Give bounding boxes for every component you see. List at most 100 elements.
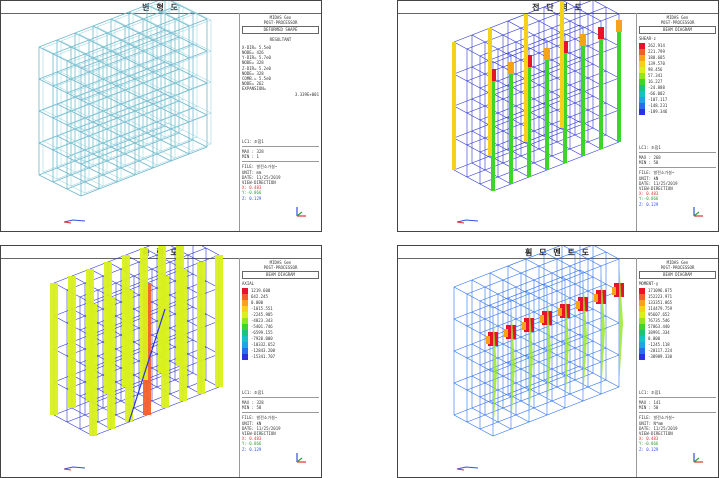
- unit: UNIT: kN: [242, 420, 262, 426]
- frame-member: [38, 174, 82, 197]
- legend-swatch: [639, 354, 645, 360]
- legend-entry: 95607.652: [639, 312, 716, 318]
- axial-member-bar: [158, 246, 166, 373]
- frame-member: [84, 81, 212, 132]
- frame-member: [453, 88, 581, 139]
- legend-entry: -5401.746: [242, 324, 319, 330]
- frame-member: [110, 114, 154, 137]
- frame-member: [42, 47, 86, 70]
- legend-value: 0.000: [648, 336, 661, 342]
- frame-member: [492, 109, 620, 160]
- panel-title: 휨 모 멘 트 도: [525, 248, 591, 257]
- frame-member: [579, 365, 620, 388]
- frame-member: [80, 18, 208, 69]
- result-info-box: MIDAS Gen POST-PROCESSOR BEAM DIAGRAM AX…: [239, 258, 321, 477]
- frame-member: [561, 372, 602, 395]
- frame-member: [110, 18, 154, 41]
- axial-member-bar: [215, 255, 223, 387]
- legend-swatch: [639, 342, 645, 348]
- legend-value: -6599.155: [251, 330, 273, 336]
- value-line: Y-DIR= 5.7e0: [242, 55, 271, 61]
- frame-member: [52, 68, 180, 119]
- legend-entry: 642.245: [242, 294, 319, 300]
- frame-member: [453, 365, 581, 416]
- axial-member-bar: [104, 262, 112, 394]
- moment-band: [612, 287, 616, 295]
- frame-member: [56, 67, 184, 118]
- frame-member: [453, 1, 561, 43]
- frame-member: [128, 75, 172, 98]
- program-name: MIDAS Gen: [666, 15, 689, 20]
- axial-member-bar: [86, 269, 94, 401]
- frame-member: [479, 102, 607, 153]
- global-axis-icon: [456, 466, 479, 471]
- frame-member: [38, 110, 82, 133]
- moment-band: [522, 322, 526, 330]
- legend-value: 38991.334: [648, 330, 670, 336]
- frame-member: [42, 140, 86, 163]
- frame-member: [38, 61, 166, 112]
- value-line: NODE= 328: [242, 70, 264, 76]
- legend-value: -24.888: [648, 85, 665, 91]
- frame-member: [479, 134, 607, 185]
- frame-member: [164, 125, 208, 148]
- legend-swatch: [242, 330, 248, 336]
- moment-fill: [493, 308, 497, 436]
- legend-swatch: [242, 300, 248, 306]
- frame-member: [42, 122, 170, 173]
- axial-member-bar: [68, 276, 76, 408]
- legend-entry: -148.231: [639, 103, 716, 109]
- frame-member: [479, 38, 607, 89]
- program-name: MIDAS Gen: [269, 260, 292, 265]
- frame-member: [92, 121, 136, 144]
- legend-swatch: [639, 330, 645, 336]
- legend-value: 171096.075: [648, 288, 673, 294]
- legend-value: -38989.330: [648, 354, 673, 360]
- legend-entry: 133351.865: [639, 300, 716, 306]
- moment-fill: [547, 287, 551, 415]
- value-line: EXPANSION=: [242, 86, 267, 92]
- moment-fill: [601, 266, 605, 394]
- axial-member-bar: [140, 248, 148, 380]
- legend-swatch: [639, 288, 645, 294]
- date: DATE: 11/25/2019: [639, 425, 678, 431]
- color-legend: 1219.600 642.245 0.000 -1015.551 -2245.985 -4…: [242, 288, 319, 360]
- legend-entry: -10332.652: [242, 342, 319, 348]
- frame-member: [453, 41, 494, 64]
- frame-member: [60, 133, 104, 156]
- program-name: MIDAS Gen: [666, 260, 689, 265]
- frame-member: [92, 153, 136, 176]
- frame-member: [543, 379, 584, 402]
- frame-member: [60, 102, 104, 125]
- legend-value: -1015.551: [251, 306, 273, 312]
- frame-member: [74, 64, 118, 87]
- moment-fill: [583, 273, 587, 401]
- view-direction-label: VIEW-DIRECTION: [639, 186, 673, 192]
- frame-member: [80, 82, 208, 133]
- legend-value: 221.799: [648, 49, 665, 55]
- frame-member: [56, 98, 184, 149]
- legend-swatch: [242, 324, 248, 330]
- frame-member: [479, 347, 607, 398]
- max-node: MAX : 328: [242, 149, 264, 155]
- legend-swatch: [639, 43, 645, 49]
- legend-entry: -189.346: [639, 109, 716, 115]
- frame-member: [56, 135, 100, 158]
- legend-value: 180.685: [648, 55, 665, 61]
- frame-member: [164, 29, 208, 52]
- panel-shear-diagram: 전 단 력 도 MIDAS Gen POST-PROCESSOR BEAM DI…: [397, 0, 719, 232]
- frame-member: [56, 36, 184, 87]
- date: DATE: 11/25/2019: [639, 180, 678, 186]
- frame-member: [74, 160, 118, 183]
- legend-entry: 221.799: [639, 49, 716, 55]
- legend-entry: -7920.000: [242, 336, 319, 342]
- value-line: COMB.= 5.5e0: [242, 76, 271, 82]
- frame-member: [128, 107, 172, 130]
- color-legend: 171096.075 152223.971 133351.865 114479.759…: [639, 288, 716, 360]
- frame-member: [128, 139, 172, 162]
- frame-member: [66, 107, 194, 158]
- frame-member: [128, 43, 172, 66]
- axis-triad-icon: [693, 207, 703, 217]
- legend-entry: -24.888: [639, 85, 716, 91]
- legend-swatch: [639, 67, 645, 73]
